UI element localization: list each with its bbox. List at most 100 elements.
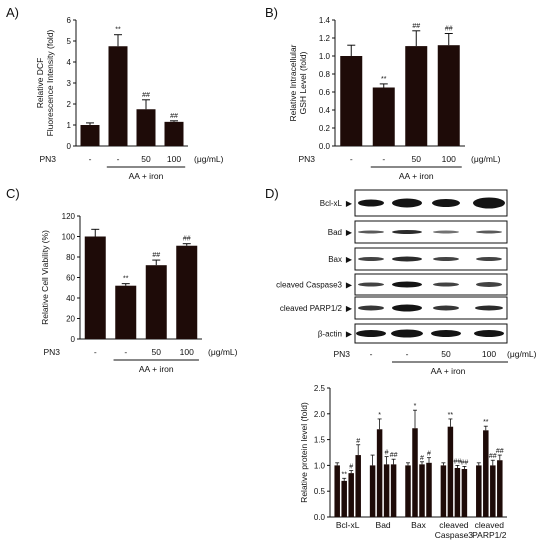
bar xyxy=(176,245,198,339)
bar xyxy=(372,87,395,146)
significance-label: ## xyxy=(412,23,420,30)
arrow-icon: ▶ xyxy=(346,304,353,313)
chart-panel-3: 0 20 40 60 80 100 120 Relative Cell Viability (… xyxy=(40,212,238,374)
significance-label: ## xyxy=(461,459,469,466)
panel-letter: A) xyxy=(6,5,19,20)
y-tick-label: 0.6 xyxy=(319,88,331,97)
protein-band xyxy=(392,230,422,234)
y-tick-label: 100 xyxy=(62,233,76,242)
bar xyxy=(437,45,460,147)
y-axis-label-line: GSH Level (fold) xyxy=(298,51,308,114)
bar xyxy=(383,464,390,517)
significance-label: ## xyxy=(454,458,462,465)
y-tick-label: 3 xyxy=(67,79,72,88)
protein-band xyxy=(356,330,386,337)
protein-band xyxy=(476,230,502,234)
y-axis-label-line: Relative DCF xyxy=(35,58,45,109)
arrow-icon: ▶ xyxy=(346,255,353,264)
significance-label: ** xyxy=(483,419,489,426)
y-axis-label-line: Fluorescence Intensity (fold) xyxy=(45,29,55,136)
protein-band xyxy=(433,257,459,261)
bar xyxy=(340,56,363,146)
bar xyxy=(405,465,411,517)
bar xyxy=(376,429,383,517)
y-tick-label: 0 xyxy=(67,142,72,151)
band-label: Bcl-xL xyxy=(320,199,343,208)
group-label: AA + iron xyxy=(129,171,164,181)
y-tick-label: 1 xyxy=(67,121,72,130)
bar xyxy=(426,462,432,517)
dose-label: 50 xyxy=(441,349,451,359)
bar xyxy=(145,265,167,339)
arrow-icon: ▶ xyxy=(346,199,353,208)
significance-label: ## xyxy=(445,26,453,33)
bar xyxy=(497,460,503,517)
category-label: cleaved xyxy=(475,520,505,530)
category-label: Caspase3 xyxy=(435,530,474,540)
protein-band xyxy=(432,199,460,207)
significance-label: ** xyxy=(341,471,347,478)
protein-band xyxy=(358,282,384,287)
chart-panel-1: 0 1 2 3 4 5 6 Relative DCF Fluorescence Intensit… xyxy=(35,16,224,181)
y-axis-label-line: Relative protein level (fold) xyxy=(299,402,309,503)
dose-label: - xyxy=(117,154,120,164)
protein-band xyxy=(391,329,423,338)
band-label: cleaved PARP1/2 xyxy=(280,304,343,313)
significance-label: ## xyxy=(170,113,178,120)
bar xyxy=(390,464,397,517)
y-tick-label: 1.0 xyxy=(319,52,331,61)
significance-label: * xyxy=(414,403,417,410)
bar xyxy=(334,465,340,517)
bar xyxy=(348,473,354,517)
protein-band xyxy=(433,305,459,311)
y-tick-label: 2 xyxy=(67,100,72,109)
y-tick-label: 0.5 xyxy=(314,487,326,496)
protein-band xyxy=(358,199,384,207)
y-tick-label: 0 xyxy=(71,335,76,344)
dose-label: 100 xyxy=(482,349,496,359)
group-label: AA + iron xyxy=(139,364,174,374)
category-label: Bax xyxy=(411,520,426,530)
blot-strip xyxy=(354,247,508,271)
y-tick-label: 0.0 xyxy=(319,142,331,151)
protein-band xyxy=(476,257,502,261)
dose-label: - xyxy=(370,349,373,359)
band-label: Bad xyxy=(328,228,342,237)
band-label: Bax xyxy=(328,255,342,264)
significance-label: ** xyxy=(381,76,387,83)
significance-label: # xyxy=(427,451,431,458)
protein-band xyxy=(473,197,505,209)
dose-label: 50 xyxy=(141,154,151,164)
protein-band xyxy=(392,256,422,262)
blot-strip xyxy=(354,220,508,244)
dose-unit: (μg/mL) xyxy=(507,349,537,359)
protein-band xyxy=(431,330,461,337)
dose-label: 100 xyxy=(180,347,194,357)
y-axis-label: Relative Intracellular GSH Level (fold) xyxy=(288,44,308,121)
y-tick-label: 0.2 xyxy=(319,124,331,133)
y-tick-label: 20 xyxy=(66,315,75,324)
western-blot: Bcl-xL ▶Bad ▶Bax ▶cleaved Caspase3 ▶cleaved … xyxy=(276,189,537,376)
dose-label: - xyxy=(124,347,127,357)
y-tick-label: 5 xyxy=(67,37,72,46)
y-tick-label: 4 xyxy=(67,58,72,67)
y-tick-label: 1.4 xyxy=(319,16,331,25)
group-label: AA + iron xyxy=(399,171,434,181)
bar xyxy=(115,285,137,339)
significance-label: ## xyxy=(496,448,504,455)
panel-letter: C) xyxy=(6,186,20,201)
group-label: AA + iron xyxy=(431,366,466,376)
treatment-prefix: PN3 xyxy=(298,154,315,164)
bar xyxy=(440,465,447,517)
blot-strip xyxy=(354,273,508,296)
y-axis-label: Relative DCF Fluorescence Intensity (fold… xyxy=(35,29,55,136)
dose-label: - xyxy=(406,349,409,359)
y-tick-label: 0.8 xyxy=(319,70,331,79)
dose-label: 50 xyxy=(412,154,422,164)
arrow-icon: ▶ xyxy=(346,330,353,339)
dose-label: - xyxy=(89,154,92,164)
protein-band xyxy=(474,330,504,337)
y-tick-label: 2.5 xyxy=(314,384,326,393)
dose-label: 100 xyxy=(442,154,456,164)
